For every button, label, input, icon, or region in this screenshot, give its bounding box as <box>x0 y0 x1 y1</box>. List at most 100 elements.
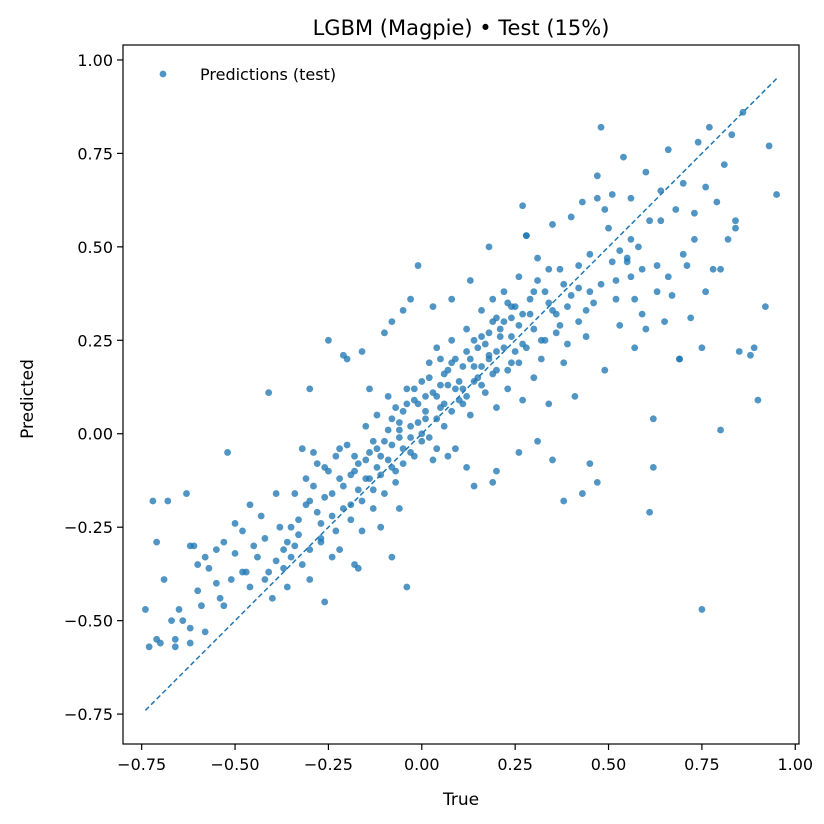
data-point <box>534 277 541 284</box>
data-point <box>664 273 672 281</box>
data-point <box>750 344 758 352</box>
data-point <box>407 295 414 303</box>
data-point <box>261 576 269 583</box>
data-point <box>280 546 287 554</box>
data-point <box>616 321 624 329</box>
data-point <box>448 407 456 415</box>
data-point <box>530 374 538 382</box>
data-point <box>437 355 444 363</box>
data-point <box>720 161 728 169</box>
data-point <box>422 392 429 400</box>
y-tick-label: 0.50 <box>77 238 113 257</box>
data-point <box>508 303 515 311</box>
reference-line <box>144 78 778 711</box>
data-point <box>366 385 373 393</box>
data-point <box>381 490 388 497</box>
data-point <box>578 490 586 497</box>
data-point <box>306 385 314 393</box>
data-point <box>493 366 500 374</box>
data-point <box>440 400 448 408</box>
data-point <box>381 437 388 445</box>
data-point <box>571 392 579 400</box>
data-point <box>470 336 478 344</box>
data-point <box>310 449 317 456</box>
data-point <box>448 336 456 344</box>
data-point <box>366 449 373 456</box>
y-axis-ticks: −0.75 −0.50 −0.25 0.00 0.25 0.50 0.75 1.00 <box>64 51 123 724</box>
data-point <box>283 538 291 546</box>
data-point <box>317 535 325 542</box>
data-point <box>586 460 594 468</box>
data-point <box>631 344 639 352</box>
data-point <box>481 389 489 397</box>
data-point <box>530 325 538 333</box>
data-point <box>466 411 474 419</box>
data-point <box>541 288 549 296</box>
data-point <box>713 198 721 206</box>
data-point <box>676 355 683 363</box>
data-point <box>291 542 299 550</box>
data-point <box>545 265 553 273</box>
data-point <box>175 606 183 613</box>
data-point <box>336 475 344 483</box>
data-point <box>358 497 366 505</box>
data-point <box>646 217 654 225</box>
data-point <box>500 344 508 352</box>
data-point <box>463 325 471 333</box>
data-point <box>429 389 437 397</box>
data-point <box>489 478 497 486</box>
data-point <box>224 449 231 456</box>
data-points-layer <box>142 108 780 651</box>
data-point <box>212 579 220 587</box>
data-point <box>395 426 403 434</box>
data-point <box>698 344 706 352</box>
legend: Predictions (test) <box>159 65 336 84</box>
data-point <box>638 310 646 318</box>
data-point <box>470 482 478 490</box>
data-point <box>508 314 515 322</box>
data-point <box>283 583 291 591</box>
data-point <box>433 445 441 453</box>
data-point <box>216 594 224 602</box>
data-point <box>765 142 773 150</box>
x-axis-label: True <box>442 790 479 810</box>
data-point <box>485 329 493 337</box>
data-point <box>395 419 403 426</box>
data-point <box>369 505 377 512</box>
data-point <box>239 527 246 535</box>
data-point <box>605 224 612 232</box>
data-point <box>250 542 258 550</box>
data-point <box>302 475 310 483</box>
data-point <box>298 445 306 453</box>
data-point <box>418 437 426 445</box>
data-point <box>171 635 179 643</box>
data-point <box>564 340 571 348</box>
data-point <box>422 415 429 423</box>
data-point <box>395 434 403 441</box>
data-point <box>160 576 168 583</box>
data-point <box>466 355 474 363</box>
data-point <box>328 553 336 561</box>
data-point <box>560 359 568 367</box>
data-point <box>212 546 220 554</box>
data-point <box>317 520 325 527</box>
data-point <box>515 359 523 367</box>
data-point <box>601 366 609 374</box>
data-point <box>321 493 329 501</box>
data-point <box>418 378 426 385</box>
data-point <box>478 381 485 389</box>
data-point <box>732 224 739 232</box>
data-point <box>261 535 269 542</box>
data-point <box>478 306 485 314</box>
data-point <box>653 288 661 296</box>
data-point <box>608 191 616 198</box>
data-point <box>661 318 668 326</box>
data-point <box>691 209 698 217</box>
data-point <box>425 374 433 382</box>
data-point <box>612 277 620 284</box>
data-point <box>403 400 411 408</box>
data-point <box>601 206 609 213</box>
y-tick-label: −0.25 <box>64 518 113 537</box>
data-point <box>552 329 560 337</box>
data-point <box>545 299 553 307</box>
